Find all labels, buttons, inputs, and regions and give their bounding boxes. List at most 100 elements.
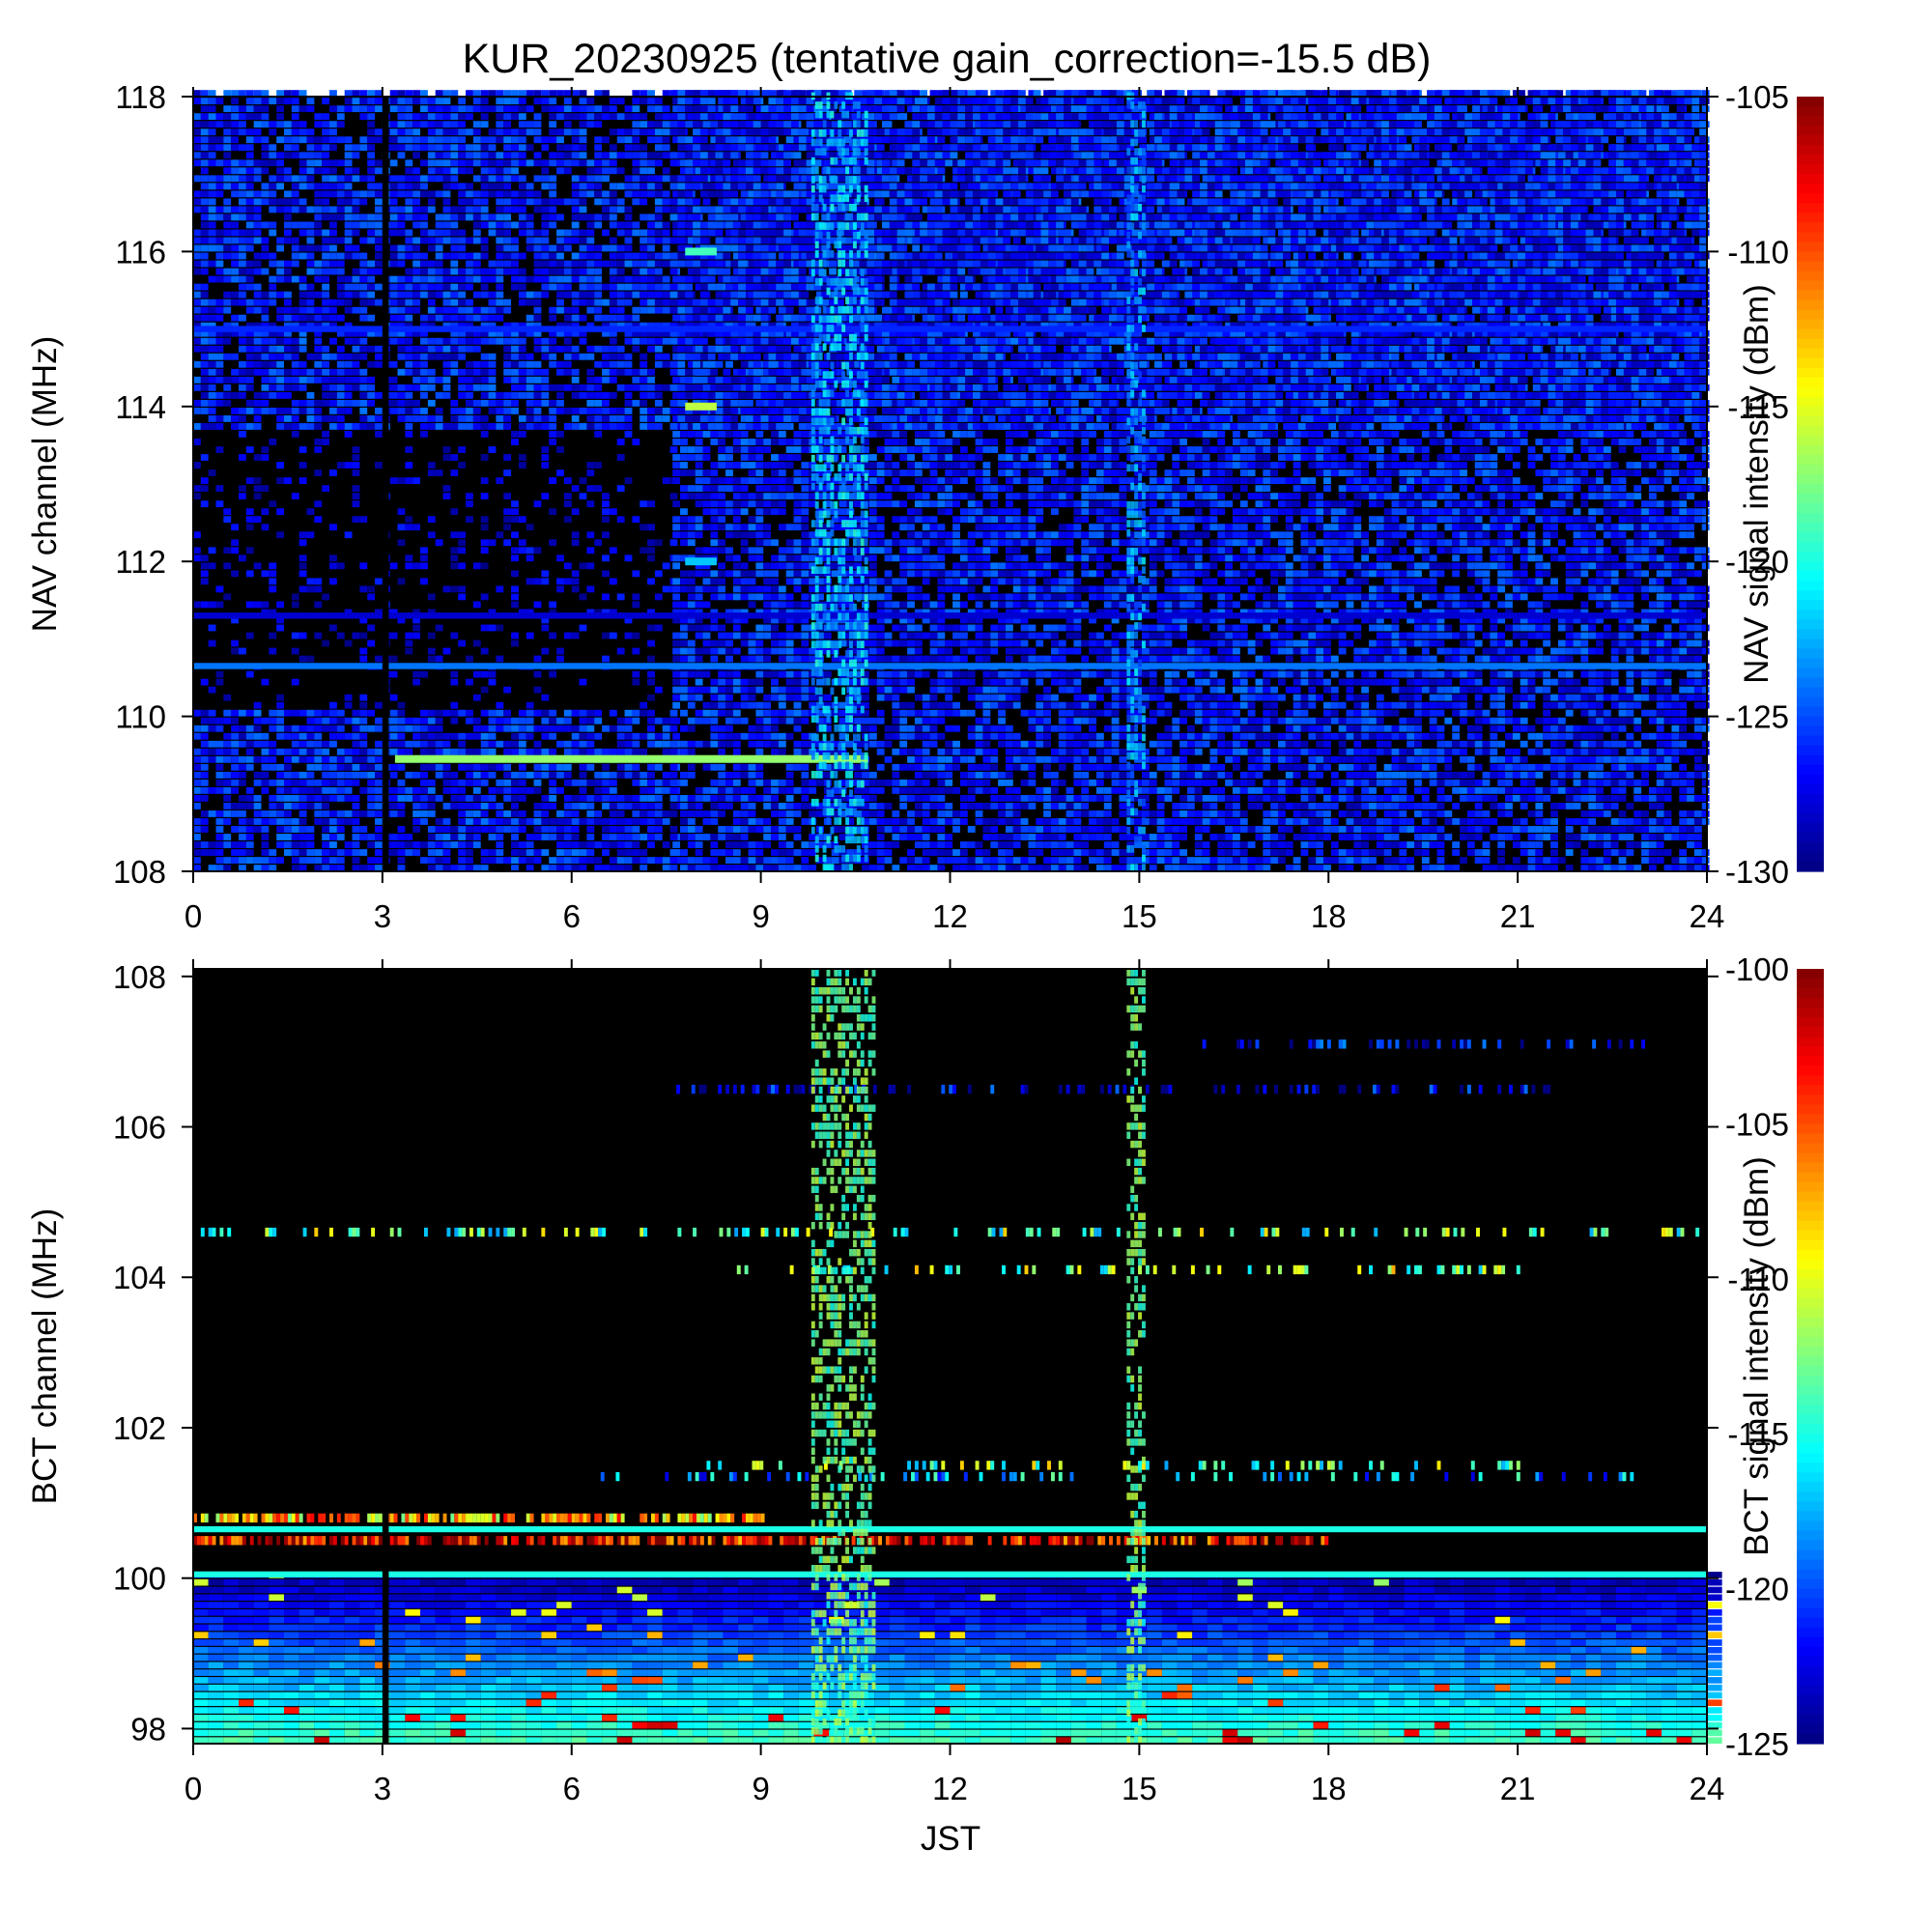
heat-cell (1043, 686, 1051, 694)
heat-cell (1323, 647, 1331, 655)
heat-cell (1209, 732, 1218, 740)
heat-cell (809, 655, 817, 663)
heat-cell (1474, 849, 1483, 856)
heat-cell (1557, 771, 1566, 779)
heat-cell (1285, 686, 1293, 694)
heat-cell (1095, 562, 1104, 570)
heat-cell (1065, 570, 1074, 578)
heat-cell (1172, 655, 1180, 663)
heat-cell (389, 670, 398, 678)
heat-cell (1376, 865, 1384, 871)
heat-cell (1209, 639, 1218, 647)
heat-cell (937, 670, 946, 678)
heat-cell (1263, 686, 1271, 694)
heat-cell (1073, 686, 1082, 694)
heat-cell (1209, 763, 1218, 771)
heat-cell (809, 554, 817, 562)
heat-cell (1179, 732, 1187, 740)
heat-cell (1179, 616, 1187, 624)
heat-cell (1239, 717, 1248, 724)
heat-cell (1512, 616, 1520, 624)
heat-cell (1671, 593, 1680, 601)
heat-cell (1391, 624, 1400, 632)
heat-cell (1346, 724, 1354, 732)
heat-cell (571, 531, 580, 539)
heat-cell (771, 570, 779, 578)
heat-cell (1482, 748, 1491, 755)
heat-cell (831, 701, 839, 709)
heat-cell (959, 554, 968, 562)
heat-cell (518, 431, 526, 438)
heat-cell (975, 763, 983, 771)
heat-cell (1588, 818, 1597, 825)
heat-cell (1263, 624, 1271, 632)
heat-cell (929, 865, 938, 871)
heat-cell (1179, 686, 1187, 694)
heat-cell (1505, 670, 1513, 678)
heat-cell (695, 601, 703, 609)
heat-cell (1036, 655, 1044, 663)
heat-cell (1369, 834, 1377, 840)
heat-cell (1687, 771, 1694, 779)
heat-cell (1573, 740, 1581, 748)
heat-cell (480, 547, 489, 554)
heat-cell (1036, 724, 1044, 732)
heat-cell (1028, 601, 1037, 609)
heat-cell (1263, 865, 1271, 871)
heat-cell (868, 562, 877, 570)
heat-cell (1285, 717, 1293, 724)
heat-cell (710, 709, 719, 717)
heat-cell (778, 740, 786, 748)
heat-cell (1073, 701, 1082, 709)
heat-cell (1111, 647, 1120, 655)
heat-cell (755, 570, 764, 578)
heat-cell (876, 647, 885, 655)
heat-cell (1474, 834, 1483, 840)
heat-cell (680, 578, 688, 585)
heat-cell (959, 616, 968, 624)
heat-cell (892, 771, 900, 779)
heat-cell (1247, 593, 1256, 601)
heat-cell (1126, 585, 1135, 593)
heat-cell (442, 585, 451, 593)
heat-cell (1285, 639, 1293, 647)
heat-cell (1474, 763, 1483, 771)
heat-cell (1550, 678, 1558, 686)
heat-cell (1338, 834, 1347, 840)
heat-cell (907, 632, 915, 639)
heat-cell (1028, 670, 1037, 678)
heat-cell (1399, 554, 1407, 562)
heat-cell (922, 732, 930, 740)
heat-cell (1580, 857, 1589, 864)
heat-cell (914, 841, 923, 848)
heat-cell (253, 493, 262, 500)
heat-cell (1596, 678, 1604, 686)
heat-cell (352, 493, 360, 500)
heat-cell (1535, 562, 1544, 570)
heat-cell (1460, 562, 1467, 570)
heat-cell (1089, 570, 1096, 578)
heat-cell (1050, 585, 1059, 593)
heat-cell (1648, 834, 1657, 840)
heat-cell (594, 539, 603, 547)
heat-cell (1028, 655, 1037, 663)
heat-cell (1270, 547, 1279, 554)
heat-cell (1300, 593, 1309, 601)
heat-cell (718, 570, 726, 578)
heat-cell (1050, 694, 1059, 701)
heat-cell (586, 469, 595, 476)
heat-cell (344, 431, 353, 438)
heat-cell (1369, 639, 1377, 647)
heat-cell (1580, 755, 1589, 763)
heat-cell (1028, 717, 1037, 724)
heat-cell (1580, 686, 1589, 694)
heat-cell (1596, 593, 1604, 601)
heat-cell (748, 795, 756, 802)
heat-cell (892, 686, 900, 694)
heat-cell (1474, 570, 1483, 578)
heat-cell (982, 670, 991, 678)
heat-cell (1300, 748, 1309, 755)
heat-cell (1603, 740, 1611, 748)
heat-cell (1065, 865, 1074, 871)
heat-cell (1278, 678, 1286, 686)
